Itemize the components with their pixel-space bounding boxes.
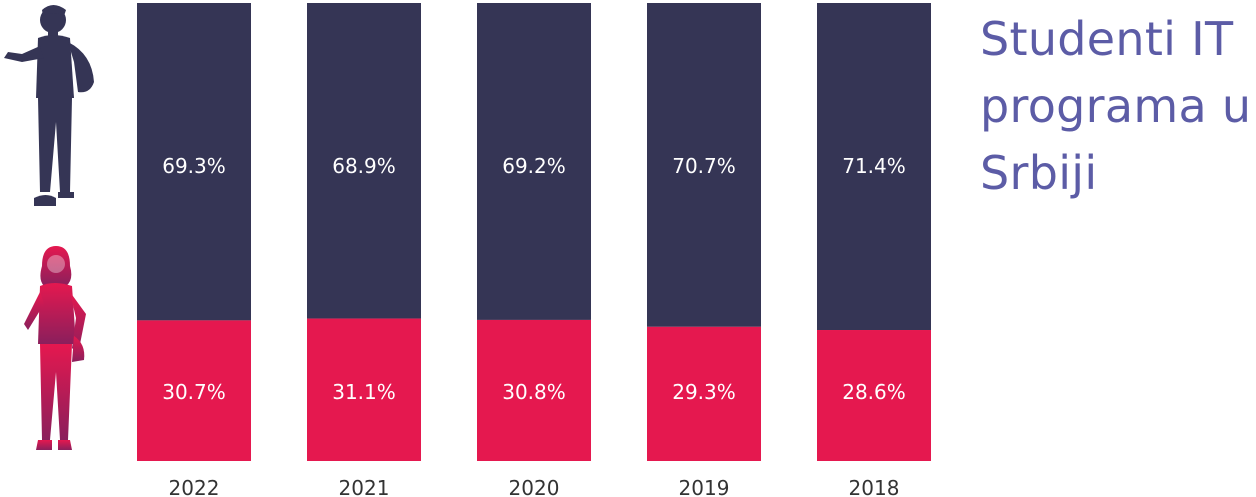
x-tick-label-2020: 2020 (509, 476, 560, 497)
chart-title: Studenti IT programa u Srbiji (980, 6, 1256, 207)
x-tick-label-2021: 2021 (339, 476, 390, 497)
x-tick-label-2019: 2019 (679, 476, 730, 497)
x-tick-label-2022: 2022 (169, 476, 220, 497)
bar-upper-2020 (477, 3, 591, 320)
x-tick-label-2018: 2018 (849, 476, 900, 497)
title-line-1: Studenti IT (980, 12, 1234, 66)
data-label-lower-2018: 28.6% (842, 380, 906, 404)
data-label-upper-2022: 69.3% (162, 154, 226, 178)
title-line-2: programa u (980, 79, 1252, 133)
bar-lower-2018 (817, 330, 931, 461)
data-label-lower-2019: 29.3% (672, 380, 736, 404)
title-line-3: Srbiji (980, 146, 1098, 200)
data-label-upper-2019: 70.7% (672, 154, 736, 178)
bar-upper-2022 (137, 3, 251, 321)
data-label-lower-2021: 31.1% (332, 380, 396, 404)
data-label-upper-2021: 68.9% (332, 154, 396, 178)
male-student-icon (4, 5, 99, 206)
bar-upper-2018 (817, 3, 931, 331)
bar-lower-2020 (477, 319, 591, 461)
bar-upper-2021 (307, 3, 421, 319)
bar-lower-2022 (137, 320, 251, 461)
data-label-upper-2020: 69.2% (502, 154, 566, 178)
bar-upper-2019 (647, 3, 761, 327)
female-student-icon (24, 246, 86, 450)
bar-lower-2019 (647, 326, 761, 461)
bar-lower-2021 (307, 318, 421, 461)
data-label-upper-2018: 71.4% (842, 154, 906, 178)
data-label-lower-2020: 30.8% (502, 380, 566, 404)
data-label-lower-2022: 30.7% (162, 380, 226, 404)
